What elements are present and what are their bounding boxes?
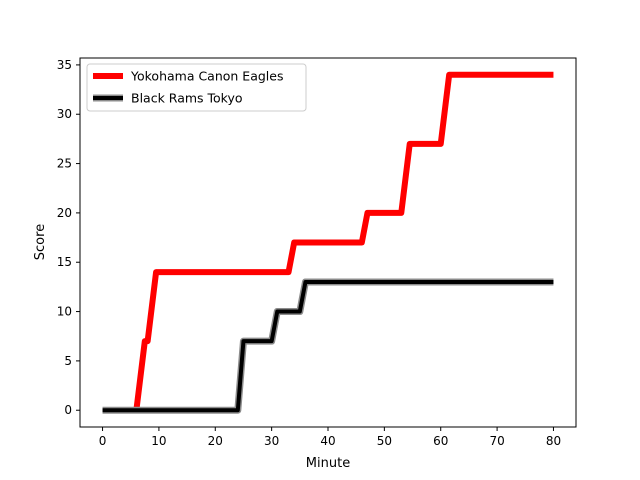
- y-tick-label-1: 5: [64, 354, 72, 368]
- x-tick-label-1: 10: [151, 434, 166, 448]
- x-tick-label-2: 20: [208, 434, 223, 448]
- series-layer: [102, 71, 554, 414]
- series-line-0: [133, 71, 554, 411]
- x-tick-label-3: 30: [264, 434, 279, 448]
- legend-box: [86, 63, 307, 112]
- x-axis-ticks: 0 10 20 30 40 50 60 70 80: [99, 427, 561, 448]
- y-tick-label-2: 10: [57, 305, 72, 319]
- x-tick-label-7: 70: [489, 434, 504, 448]
- x-tick-label-5: 50: [377, 434, 392, 448]
- y-tick-label-0: 0: [64, 403, 72, 417]
- x-tick-label-4: 40: [320, 434, 335, 448]
- series-line-1: [102, 279, 554, 413]
- x-axis-label: Minute: [306, 456, 350, 471]
- y-tick-label-6: 30: [57, 107, 72, 121]
- legend-label-0: Yokohama Canon Eagles: [130, 69, 283, 84]
- y-tick-label-7: 35: [57, 58, 72, 72]
- y-axis-ticks: 0 5 10 15 20 25 30 35: [57, 58, 80, 417]
- x-tick-label-8: 80: [546, 434, 561, 448]
- y-axis-label: Score: [33, 224, 48, 260]
- x-tick-label-0: 0: [99, 434, 107, 448]
- legend: Yokohama Canon Eagles Black Rams Tokyo: [86, 63, 307, 112]
- x-tick-label-6: 60: [433, 434, 448, 448]
- y-tick-label-3: 15: [57, 255, 72, 269]
- y-tick-label-5: 25: [57, 157, 72, 171]
- legend-label-1: Black Rams Tokyo: [131, 91, 243, 106]
- y-tick-label-4: 20: [57, 206, 72, 220]
